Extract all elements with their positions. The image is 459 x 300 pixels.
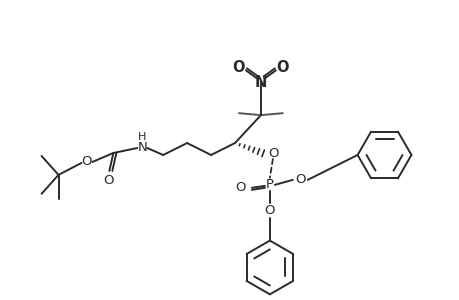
Text: O: O	[264, 204, 274, 217]
Text: O: O	[268, 148, 279, 160]
Text: O: O	[295, 173, 305, 186]
Text: N: N	[137, 140, 147, 154]
Text: O: O	[276, 60, 288, 75]
Text: H: H	[138, 132, 146, 142]
Text: N: N	[254, 75, 267, 90]
Text: O: O	[81, 155, 91, 168]
Text: O: O	[235, 181, 246, 194]
Text: P: P	[265, 178, 273, 191]
Text: O: O	[103, 174, 113, 188]
Text: O: O	[232, 60, 245, 75]
